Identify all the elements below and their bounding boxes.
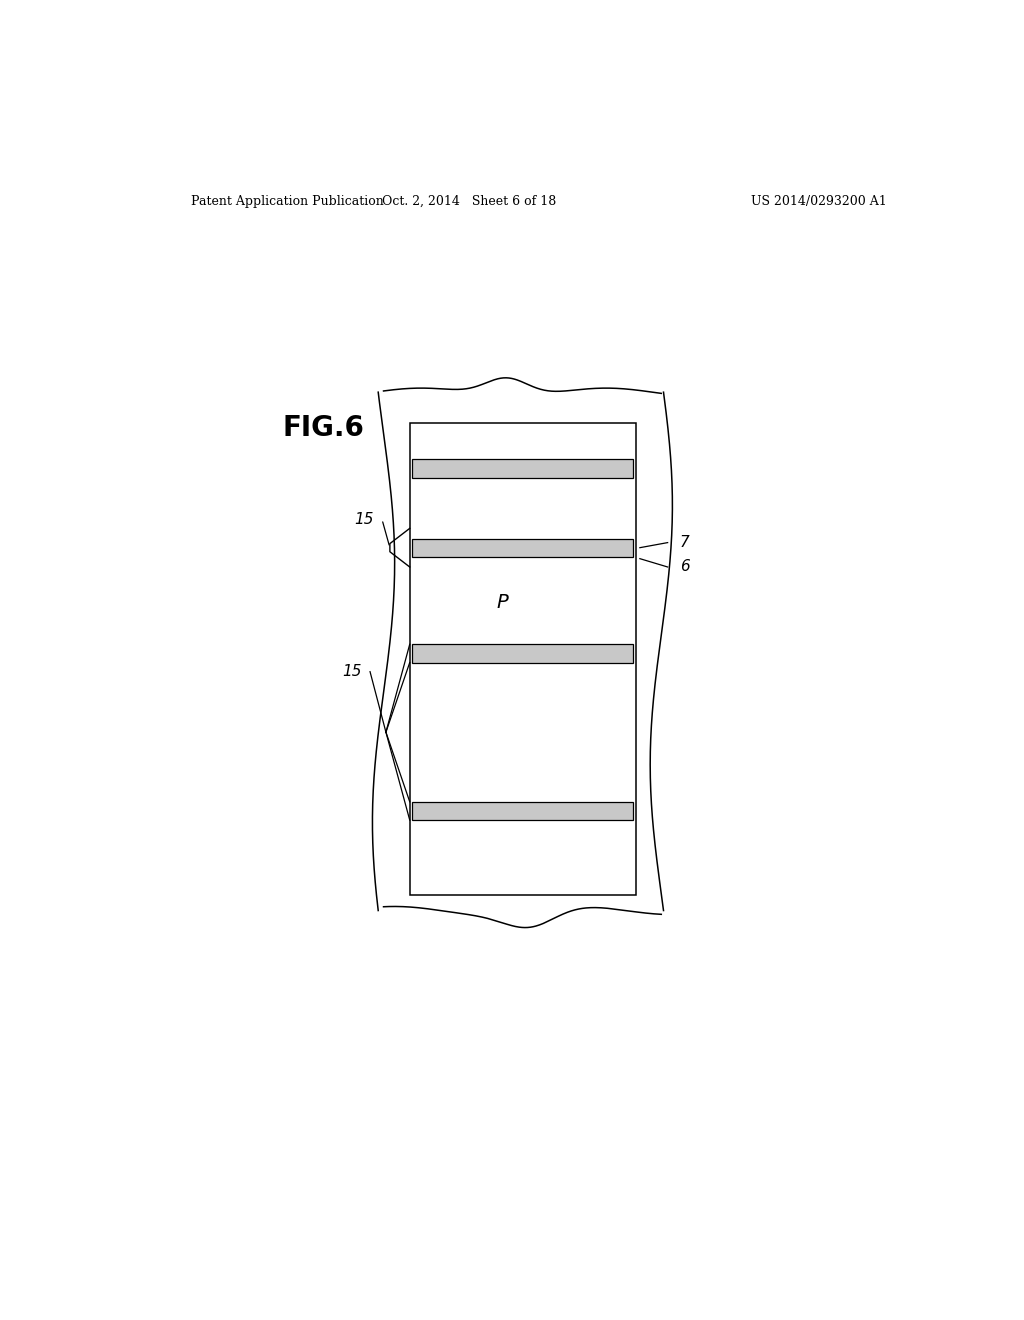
Text: 6: 6 (680, 560, 689, 574)
Text: US 2014/0293200 A1: US 2014/0293200 A1 (751, 194, 887, 207)
Bar (412, 801, 633, 820)
Text: Patent Application Publication: Patent Application Publication (191, 194, 384, 207)
Text: 15: 15 (343, 664, 362, 680)
Bar (412, 459, 633, 478)
Text: 15: 15 (354, 512, 374, 527)
Text: P: P (497, 593, 509, 612)
Text: FIG.6: FIG.6 (283, 413, 365, 442)
Bar (410, 422, 636, 895)
Bar (412, 644, 633, 663)
Text: Oct. 2, 2014   Sheet 6 of 18: Oct. 2, 2014 Sheet 6 of 18 (382, 194, 556, 207)
Bar (412, 539, 633, 557)
Text: 7: 7 (680, 535, 689, 550)
